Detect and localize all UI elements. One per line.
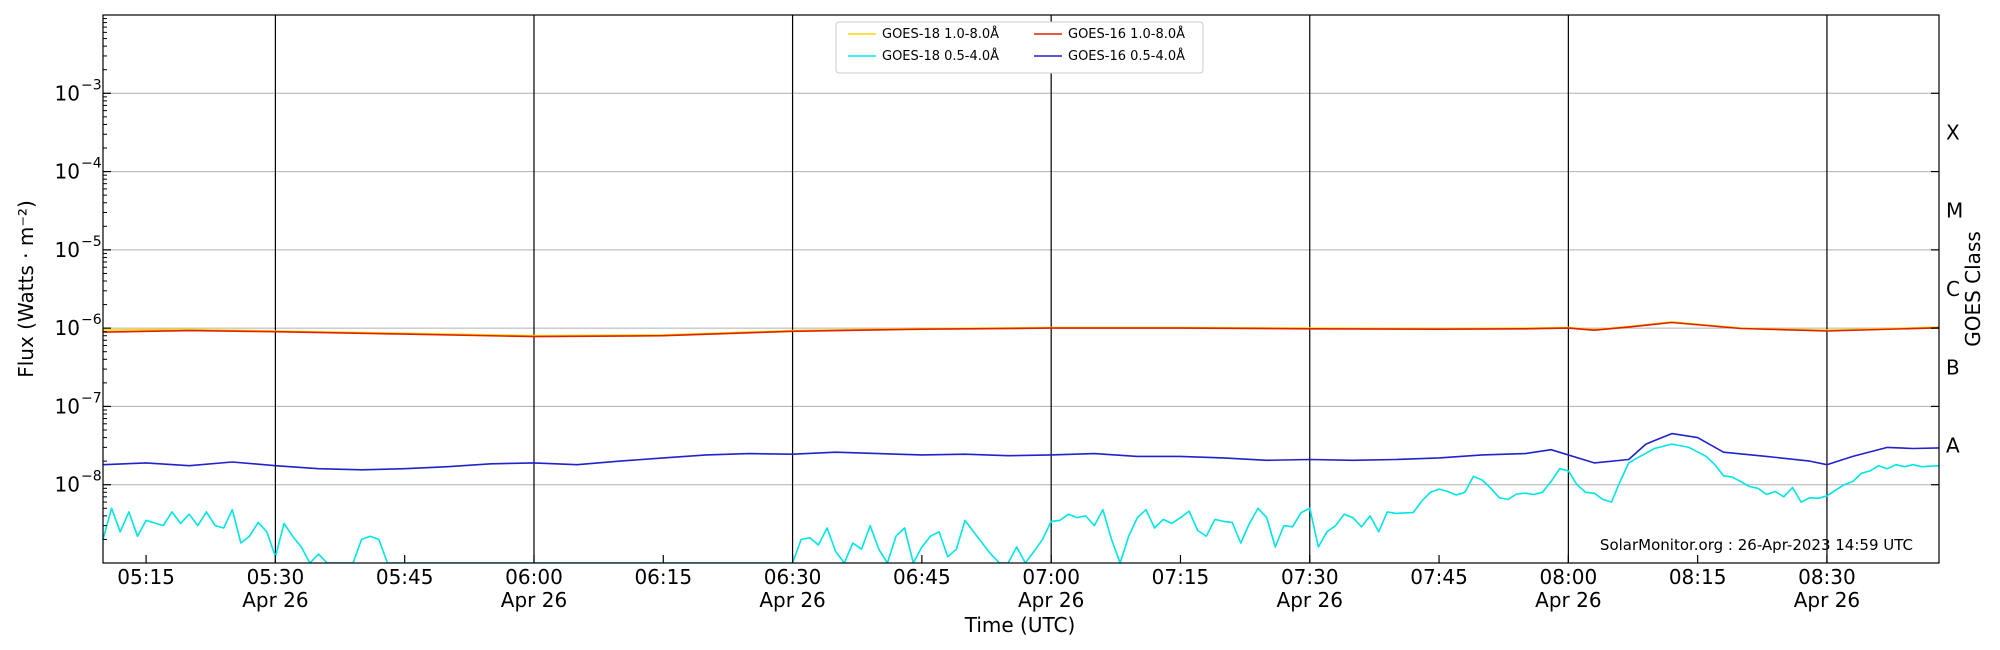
series-line-goes-16-0-5-4-0- (103, 432, 1939, 471)
y-tick-label: 10 (55, 238, 80, 262)
legend-box (835, 21, 1204, 74)
y-tick-exponent: −5 (81, 234, 102, 250)
y-axis-title: Flux (Watts · m⁻²) (14, 200, 38, 378)
y-tick-label: 10 (55, 473, 80, 497)
goes-class-label: C (1946, 277, 1960, 301)
credit-text: SolarMonitor.org : 26-Apr-2023 14:59 UTC (1600, 536, 1913, 554)
y-tick-exponent: −6 (81, 312, 102, 328)
x-tick-date-label: Apr 26 (1794, 588, 1860, 612)
goes-class-label: X (1946, 120, 1960, 144)
y-tick-label: 10 (55, 81, 80, 105)
x-tick-label: 07:00 (1022, 565, 1080, 589)
series-line-goes-16-1-0-8-0- (103, 321, 1939, 338)
x-tick-label: 05:30 (247, 565, 305, 589)
x-tick-date-label: Apr 26 (1277, 588, 1343, 612)
x-tick-label: 05:15 (117, 565, 175, 589)
goes-class-labels: A B C M X (1946, 120, 1963, 457)
x-tick-label: 08:00 (1540, 565, 1598, 589)
legend-entry-label: GOES-18 0.5-4.0Å (882, 48, 999, 64)
goes-class-label: B (1946, 355, 1960, 379)
y-tick-exponent: −8 (81, 469, 102, 485)
x-tick-date-label: Apr 26 (759, 588, 825, 612)
x-tick-date-label: Apr 26 (501, 588, 567, 612)
y-tick-label: 10 (55, 394, 80, 418)
goes-class-label: A (1946, 434, 1960, 458)
date-vertical-lines (274, 15, 1828, 563)
x-tick-date-label: Apr 26 (1535, 588, 1601, 612)
plot-frame (102, 14, 1940, 564)
x-tick-date-label: Apr 26 (1018, 588, 1084, 612)
y-axis-ticks: 10−810−710−610−510−410−3 (55, 18, 1939, 540)
x-axis-title: Time (UTC) (964, 613, 1076, 637)
y-tick-exponent: −3 (81, 77, 102, 93)
x-tick-date-label: Apr 26 (242, 588, 308, 612)
y-tick-label: 10 (55, 160, 80, 184)
data-series (103, 321, 1939, 563)
x-tick-label: 07:45 (1410, 565, 1468, 589)
x-tick-label: 05:45 (376, 565, 434, 589)
x-tick-label: 06:30 (764, 565, 822, 589)
y-tick-exponent: −7 (81, 390, 102, 406)
legend-entry-label: GOES-18 1.0-8.0Å (882, 26, 999, 42)
x-tick-label: 06:00 (505, 565, 563, 589)
x-tick-label: 07:30 (1281, 565, 1339, 589)
legend-entry-label: GOES-16 0.5-4.0Å (1068, 48, 1185, 64)
x-tick-label: 08:15 (1669, 565, 1727, 589)
x-tick-label: 06:15 (634, 565, 692, 589)
legend-entry-label: GOES-16 1.0-8.0Å (1068, 26, 1185, 42)
y-tick-exponent: −4 (81, 156, 102, 172)
grid-lines (103, 92, 1939, 486)
x-tick-label: 07:15 (1152, 565, 1210, 589)
legend: GOES-18 1.0-8.0Å GOES-18 0.5-4.0Å GOES-16 … (835, 21, 1204, 74)
series-line-goes-18-0-5-4-0- (103, 443, 1939, 563)
goes-class-label: M (1946, 199, 1963, 223)
x-tick-label: 08:30 (1798, 565, 1856, 589)
y-tick-label: 10 (55, 316, 80, 340)
goes-class-axis-title: GOES Class (1961, 231, 1985, 347)
x-tick-label: 06:45 (893, 565, 951, 589)
